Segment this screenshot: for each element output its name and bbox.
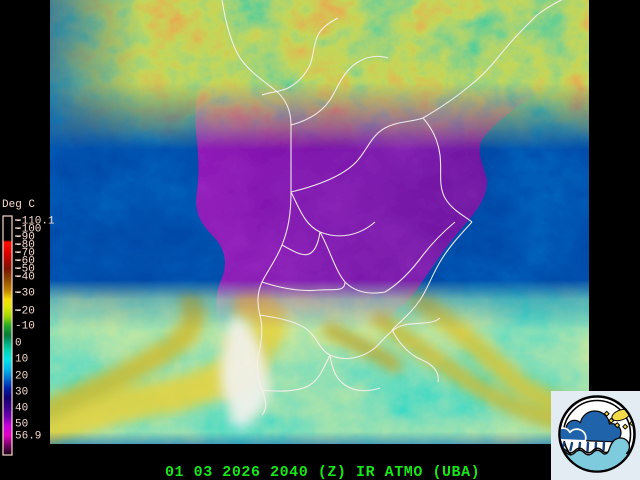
svg-text:-30: -30 xyxy=(15,288,35,300)
svg-text:40: 40 xyxy=(15,403,28,415)
svg-text:01 03 2026 2040 (Z) IR: 01 03 2026 2040 (Z) IR ATMO (UBA) xyxy=(165,464,480,480)
svg-text:-10: -10 xyxy=(15,321,35,333)
svg-text:20: 20 xyxy=(15,371,28,383)
svg-text:Deg C: Deg C xyxy=(2,199,35,211)
svg-text:10: 10 xyxy=(15,354,28,366)
svg-text:-40: -40 xyxy=(15,272,35,284)
svg-text:30: 30 xyxy=(15,387,28,399)
svg-text:-20: -20 xyxy=(15,306,35,318)
svg-text:0: 0 xyxy=(15,338,22,350)
svg-text:56.9: 56.9 xyxy=(15,431,41,443)
svg-text:50: 50 xyxy=(15,419,28,431)
